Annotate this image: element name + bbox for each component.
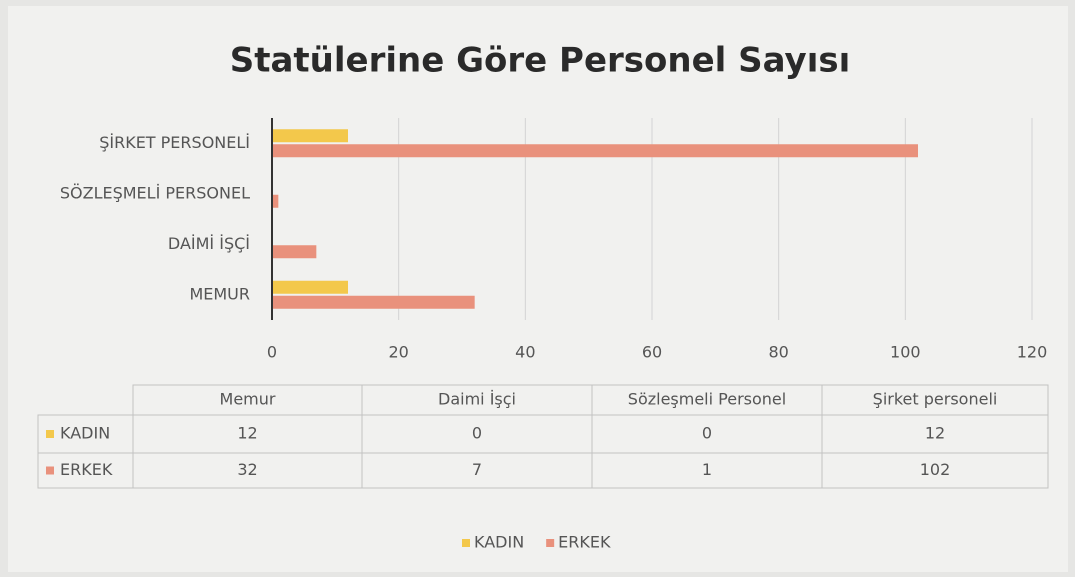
x-tick-label: 80 (768, 343, 788, 362)
x-tick-label: 0 (267, 343, 277, 362)
legend-label: KADIN (474, 533, 524, 552)
table-row-label: KADIN (60, 424, 110, 443)
table-cell: 32 (237, 460, 257, 479)
table-cell: 0 (472, 424, 482, 443)
x-tick-label: 40 (515, 343, 535, 362)
table-row-label: ERKEK (60, 460, 113, 479)
x-tick-label: 20 (388, 343, 408, 362)
table-cell: 7 (472, 460, 482, 479)
table-cell: 0 (702, 424, 712, 443)
bar (272, 245, 317, 259)
legend-key (462, 539, 470, 547)
table-cell: 102 (920, 460, 951, 479)
y-tick-label: MEMUR (189, 284, 250, 303)
table-border (37, 414, 1049, 489)
x-tick-label: 100 (890, 343, 921, 362)
chart-background (8, 6, 1068, 572)
bar (272, 144, 918, 158)
table-cell: 1 (702, 460, 712, 479)
x-tick-label: 60 (642, 343, 662, 362)
table-header: Daimi İşçi (438, 390, 516, 409)
y-tick-label: DAİMİ İŞÇİ (168, 234, 250, 253)
bar (272, 129, 348, 143)
legend-key (546, 539, 555, 547)
table-cell: 12 (925, 424, 945, 443)
chart-title: Statülerine Göre Personel Sayısı (230, 41, 851, 81)
table-header: Sözleşmeli Personel (628, 390, 786, 409)
x-tick-label: 120 (1017, 343, 1048, 362)
y-tick-label: SÖZLEŞMELİ PERSONEL (60, 183, 250, 202)
legend-key (46, 430, 54, 438)
table-header: Şirket personeli (873, 390, 998, 409)
table-cell: 12 (237, 424, 257, 443)
legend-key (46, 466, 54, 475)
table-header: Memur (220, 390, 276, 409)
bar (272, 194, 279, 208)
y-tick-label: ŞİRKET PERSONELİ (99, 133, 250, 152)
bar (272, 295, 475, 309)
legend-label: ERKEK (558, 533, 611, 552)
bar (272, 280, 348, 294)
